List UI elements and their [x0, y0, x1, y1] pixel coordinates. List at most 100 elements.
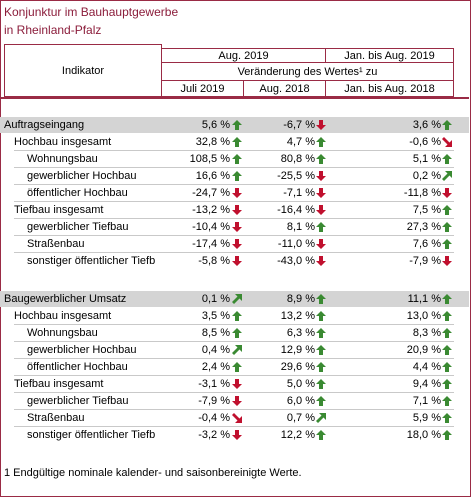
value-aug-2018: 13,2 %: [280, 310, 315, 322]
table-row: Wohnungsbau 108,5 % 80,8 % 5,1 %: [0, 151, 469, 167]
row-label: Wohnungsbau: [27, 327, 98, 339]
trend-jan-aug-2018-upright-arrow-icon: [441, 170, 453, 182]
row-label: Straßenbau: [27, 412, 85, 424]
value-jan-aug-2018: 20,9 %: [406, 344, 441, 356]
row-separator: [14, 358, 454, 359]
trend-jan-aug-2018-up-arrow-icon: [441, 361, 453, 373]
row-label: Hochbau insgesamt: [14, 136, 112, 148]
table-row: Straßenbau -17,4 % -11,0 % 7,6 %: [0, 236, 469, 252]
value-aug-2018: 12,9 %: [280, 344, 315, 356]
table-title: Konjunktur im Bauhauptgewerbe in Rheinla…: [4, 3, 178, 39]
row-separator: [14, 150, 454, 151]
trend-juli-2019-down-arrow-icon: [231, 204, 243, 216]
row-label: gewerblicher Tiefbau: [27, 221, 129, 233]
value-juli-2019: 32,8 %: [195, 136, 230, 148]
value-jan-aug-2018: 7,6 %: [412, 238, 441, 250]
value-jan-aug-2018: 13,0 %: [406, 310, 441, 322]
table-row: öffentlicher Hochbau 2,4 % 29,6 % 4,4 %: [0, 359, 469, 375]
trend-jan-aug-2018-up-arrow-icon: [441, 429, 453, 441]
table-row: gewerblicher Hochbau 16,6 % -25,5 % 0,2 %: [0, 168, 469, 184]
trend-aug-2018-down-arrow-icon: [315, 187, 327, 199]
trend-jan-aug-2018-down-arrow-icon: [441, 255, 453, 267]
trend-aug-2018-up-arrow-icon: [315, 310, 327, 322]
table-row: öffentlicher Hochbau -24,7 % -7,1 % -11,8 %: [0, 185, 469, 201]
value-juli-2019: -13,2 %: [192, 204, 230, 216]
value-aug-2018: -43,0 %: [277, 255, 315, 267]
table-section-row: Baugewerblicher Umsatz 0,1 % 8,9 % 11,1 %: [0, 291, 469, 307]
value-juli-2019: 8,5 %: [201, 327, 230, 339]
row-separator: [14, 201, 454, 202]
value-jan-aug-2018: 5,1 %: [412, 153, 441, 165]
value-jan-aug-2018: 9,4 %: [412, 378, 441, 390]
trend-aug-2018-down-arrow-icon: [315, 170, 327, 182]
value-juli-2019: 16,6 %: [195, 170, 230, 182]
trend-aug-2018-up-arrow-icon: [315, 221, 327, 233]
header-indikator: Indikator: [4, 44, 162, 97]
row-label: Hochbau insgesamt: [14, 310, 112, 322]
row-label: Baugewerblicher Umsatz: [4, 293, 127, 305]
trend-aug-2018-up-arrow-icon: [315, 327, 327, 339]
table-row: sonstiger öffentlicher Tiefb -5,8 % -43,0 …: [0, 253, 469, 269]
value-aug-2018: -6,7 %: [283, 119, 315, 131]
value-jan-aug-2018: 7,5 %: [412, 204, 441, 216]
table-row: gewerblicher Hochbau 0,4 % 12,9 % 20,9 %: [0, 342, 469, 358]
trend-juli-2019-up-arrow-icon: [231, 119, 243, 131]
trend-juli-2019-down-arrow-icon: [231, 238, 243, 250]
row-separator: [14, 375, 454, 376]
trend-aug-2018-up-arrow-icon: [315, 361, 327, 373]
trend-aug-2018-up-arrow-icon: [315, 136, 327, 148]
trend-juli-2019-up-arrow-icon: [231, 153, 243, 165]
title-line-1: Konjunktur im Bauhauptgewerbe: [4, 5, 179, 19]
trend-juli-2019-upright-arrow-icon: [231, 293, 243, 305]
table-row: Straßenbau -0,4 % 0,7 % 5,9 %: [0, 410, 469, 426]
value-aug-2018: -11,0 %: [277, 238, 315, 250]
header-jan-aug-2019: Jan. bis Aug. 2019: [325, 48, 454, 63]
trend-juli-2019-down-arrow-icon: [231, 378, 243, 390]
table-row: Tiefbau insgesamt -13,2 % -16,4 % 7,5 %: [0, 202, 469, 218]
value-aug-2018: 80,8 %: [280, 153, 315, 165]
trend-juli-2019-down-arrow-icon: [231, 429, 243, 441]
value-jan-aug-2018: 4,4 %: [412, 361, 441, 373]
table-header: Indikator Aug. 2019 Jan. bis Aug. 2019 V…: [0, 44, 469, 98]
value-juli-2019: 0,4 %: [201, 344, 230, 356]
value-juli-2019: -0,4 %: [198, 412, 230, 424]
value-jan-aug-2018: 3,6 %: [412, 119, 441, 131]
trend-juli-2019-down-arrow-icon: [231, 187, 243, 199]
trend-aug-2018-up-arrow-icon: [315, 344, 327, 356]
trend-jan-aug-2018-up-arrow-icon: [441, 238, 453, 250]
value-juli-2019: -24,7 %: [192, 187, 230, 199]
title-line-2: in Rheinland-Pfalz: [4, 23, 102, 37]
trend-jan-aug-2018-up-arrow-icon: [441, 310, 453, 322]
value-juli-2019: 5,6 %: [201, 119, 230, 131]
header-juli-2019: Juli 2019: [161, 80, 244, 97]
value-juli-2019: -10,4 %: [192, 221, 230, 233]
table-row: Wohnungsbau 8,5 % 6,3 % 8,3 %: [0, 325, 469, 341]
header-divider: [0, 97, 469, 99]
table-section-row: Auftragseingang 5,6 % -6,7 % 3,6 %: [0, 117, 469, 133]
trend-aug-2018-up-arrow-icon: [315, 153, 327, 165]
row-separator: [14, 252, 454, 253]
trend-jan-aug-2018-up-arrow-icon: [441, 378, 453, 390]
table-row: Tiefbau insgesamt -3,1 % 5,0 % 9,4 %: [0, 376, 469, 392]
trend-jan-aug-2018-down-arrow-icon: [441, 187, 453, 199]
value-juli-2019: 108,5 %: [189, 153, 230, 165]
trend-aug-2018-down-arrow-icon: [315, 204, 327, 216]
trend-jan-aug-2018-up-arrow-icon: [441, 395, 453, 407]
header-jan-aug-2018: Jan. bis Aug. 2018: [325, 80, 454, 97]
row-separator: [14, 324, 454, 325]
row-label: gewerblicher Tiefbau: [27, 395, 129, 407]
trend-juli-2019-down-arrow-icon: [231, 255, 243, 267]
value-jan-aug-2018: 11,1 %: [407, 293, 441, 305]
row-label: sonstiger öffentlicher Tiefb: [27, 429, 156, 441]
value-jan-aug-2018: 0,2 %: [412, 170, 441, 182]
trend-jan-aug-2018-up-arrow-icon: [441, 221, 453, 233]
header-veraenderung: Veränderung des Wertes¹ zu: [161, 62, 454, 81]
value-jan-aug-2018: 7,1 %: [412, 395, 441, 407]
table-row: Hochbau insgesamt 32,8 % 4,7 % -0,6 %: [0, 134, 469, 150]
row-label: gewerblicher Hochbau: [27, 344, 137, 356]
value-jan-aug-2018: 27,3 %: [406, 221, 441, 233]
trend-aug-2018-down-arrow-icon: [315, 238, 327, 250]
value-aug-2018: 5,0 %: [286, 378, 315, 390]
value-jan-aug-2018: 18,0 %: [406, 429, 441, 441]
value-juli-2019: 0,1 %: [201, 293, 230, 305]
